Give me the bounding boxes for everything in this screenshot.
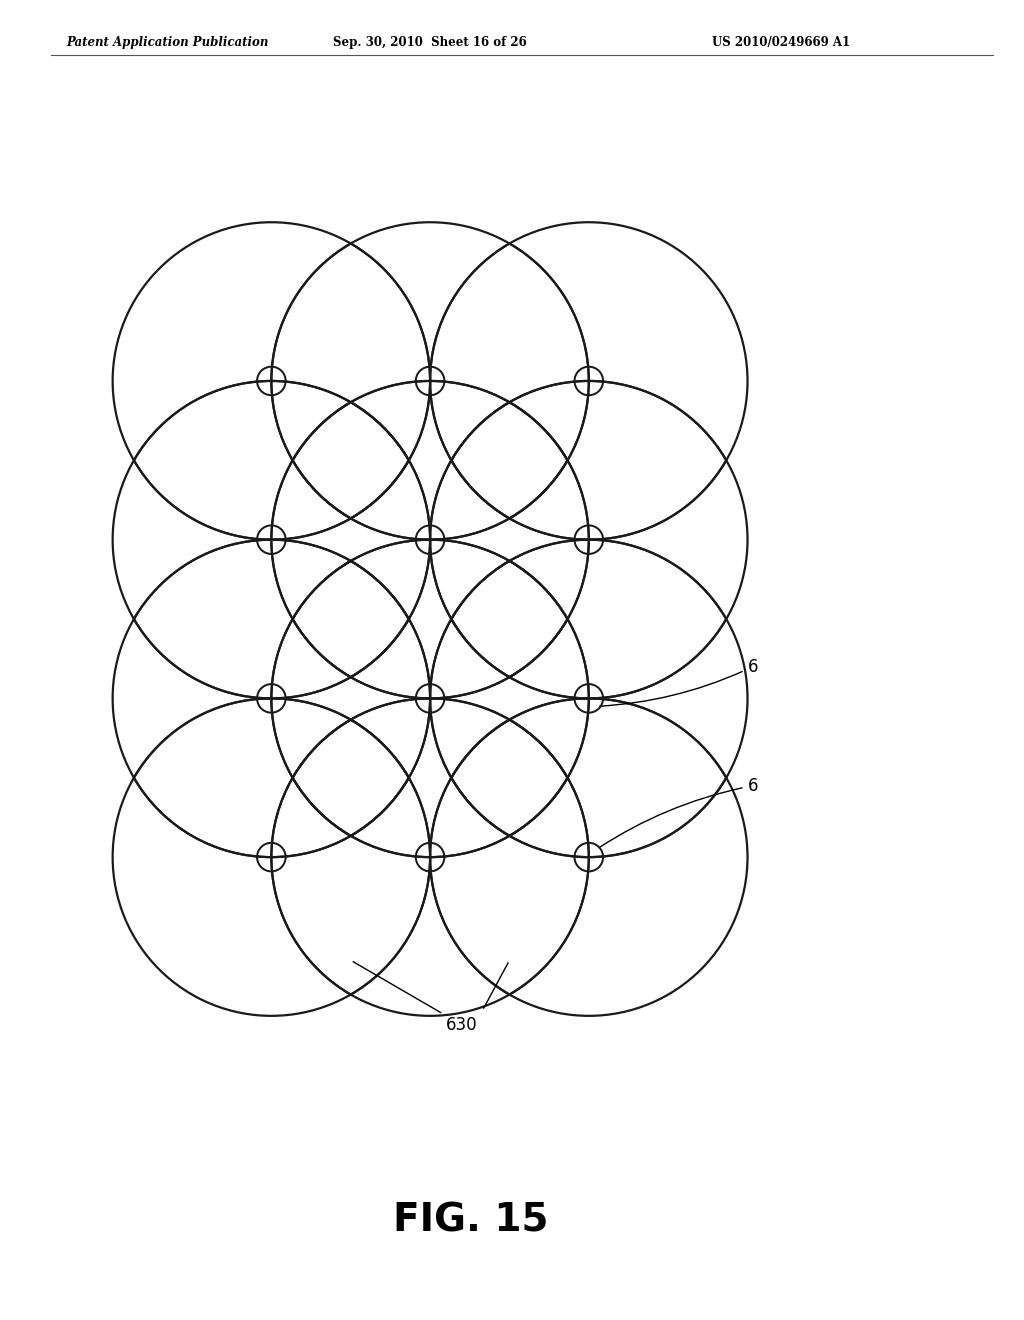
Text: Patent Application Publication: Patent Application Publication bbox=[67, 36, 269, 49]
Text: 6: 6 bbox=[599, 776, 758, 847]
Text: 630: 630 bbox=[353, 962, 477, 1034]
Text: FIG. 15: FIG. 15 bbox=[393, 1203, 549, 1239]
Text: 6: 6 bbox=[599, 657, 758, 706]
Text: US 2010/0249669 A1: US 2010/0249669 A1 bbox=[712, 36, 850, 49]
Text: Sep. 30, 2010  Sheet 16 of 26: Sep. 30, 2010 Sheet 16 of 26 bbox=[333, 36, 527, 49]
